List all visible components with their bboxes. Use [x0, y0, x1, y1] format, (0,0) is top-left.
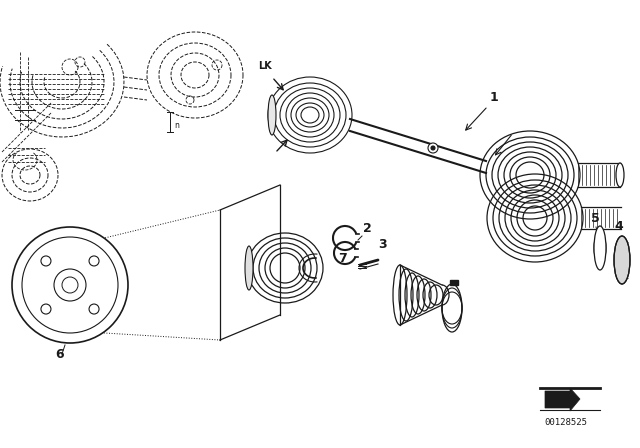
Text: LK: LK — [258, 61, 272, 71]
Polygon shape — [545, 388, 580, 411]
Text: 1: 1 — [490, 91, 499, 104]
Circle shape — [12, 227, 128, 343]
Text: 6: 6 — [55, 348, 63, 361]
Text: 4: 4 — [614, 220, 623, 233]
Ellipse shape — [245, 246, 253, 290]
Circle shape — [431, 146, 435, 150]
Ellipse shape — [594, 226, 606, 270]
Circle shape — [428, 143, 438, 153]
Text: 5: 5 — [591, 212, 600, 225]
Text: 00128525: 00128525 — [544, 418, 587, 426]
Ellipse shape — [268, 95, 276, 135]
Text: 3: 3 — [378, 238, 387, 251]
Bar — [450, 280, 458, 285]
Text: 2: 2 — [363, 222, 372, 235]
Text: n: n — [174, 121, 179, 129]
Ellipse shape — [614, 236, 630, 284]
Ellipse shape — [616, 163, 624, 187]
Text: 7: 7 — [338, 252, 347, 265]
